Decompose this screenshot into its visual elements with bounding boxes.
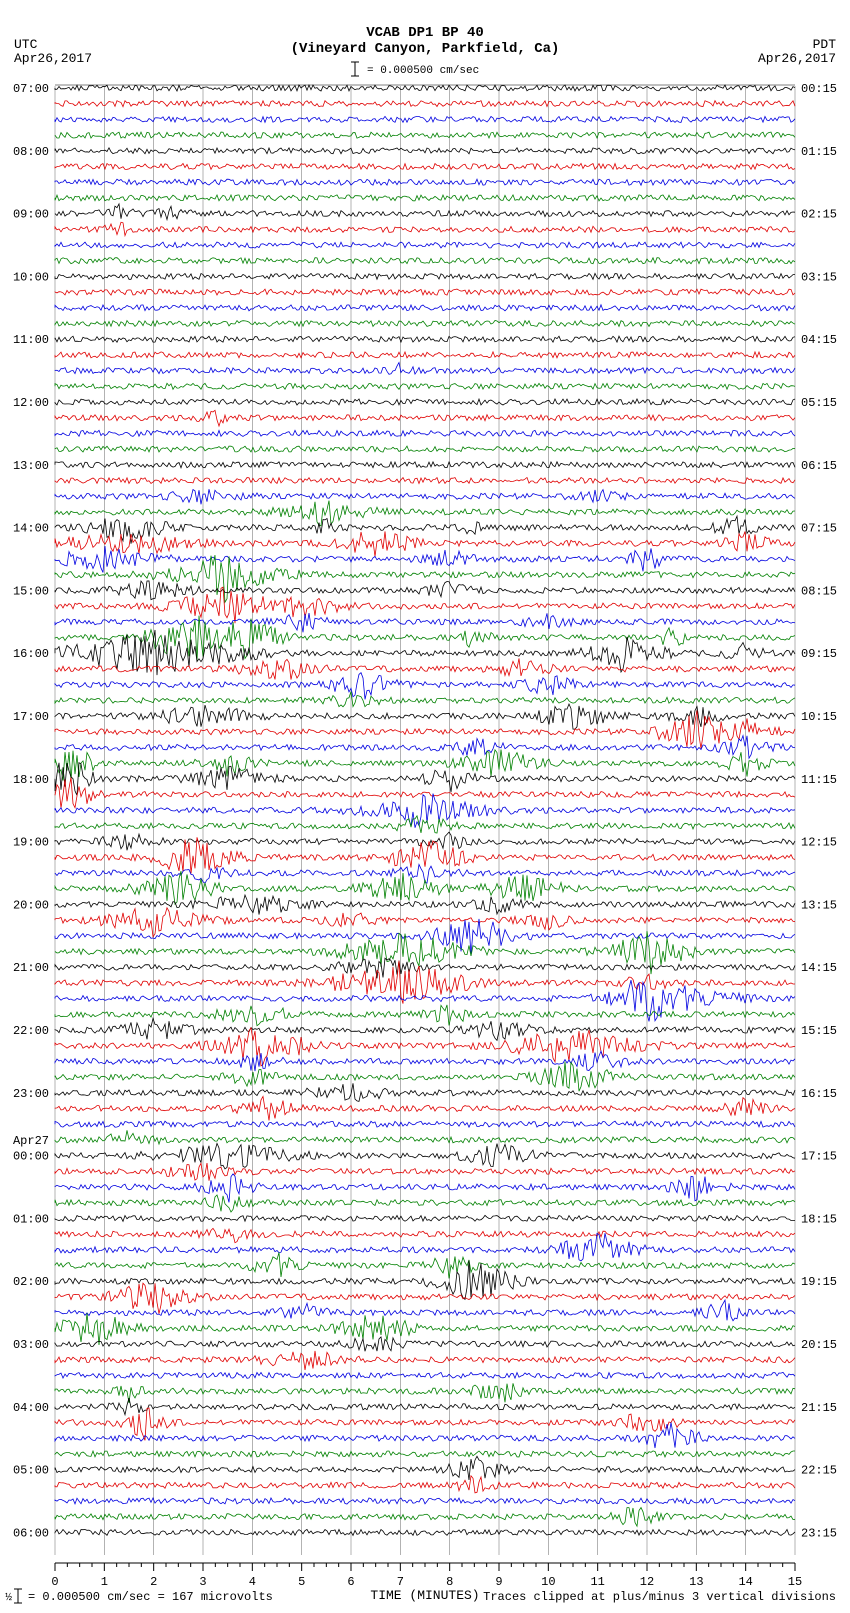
right-time: 23:15 [801,1526,837,1540]
left-time: 06:00 [13,1526,49,1540]
right-time: 17:15 [801,1150,837,1164]
right-time: 20:15 [801,1338,837,1352]
right-time: 12:15 [801,836,837,850]
left-time: 04:00 [13,1401,49,1415]
right-time: 07:15 [801,522,837,536]
right-time: 22:15 [801,1464,837,1478]
x-axis-label: TIME (MINUTES) [370,1588,479,1603]
left-time: 01:00 [13,1212,49,1226]
right-time: 03:15 [801,270,837,284]
location-subtitle: (Vineyard Canyon, Parkfield, Ca) [291,41,560,57]
x-tick: 2 [150,1575,157,1589]
right-time: 15:15 [801,1024,837,1038]
x-tick: 11 [590,1575,604,1589]
x-tick: 15 [788,1575,802,1589]
x-tick: 3 [199,1575,206,1589]
x-tick: 9 [495,1575,502,1589]
x-tick: 5 [298,1575,305,1589]
left-time: Apr27 [13,1134,49,1148]
right-time: 09:15 [801,647,837,661]
left-time: 21:00 [13,961,49,975]
left-time: 17:00 [13,710,49,724]
right-time: 08:15 [801,584,837,598]
right-time: 13:15 [801,898,837,912]
x-tick: 8 [446,1575,453,1589]
x-tick: 12 [640,1575,654,1589]
tz-right: PDT [813,37,837,52]
left-time: 22:00 [13,1024,49,1038]
x-tick: 14 [738,1575,752,1589]
left-time: 08:00 [13,145,49,159]
left-time: 14:00 [13,522,49,536]
right-time: 21:15 [801,1401,837,1415]
station-title: VCAB DP1 BP 40 [366,25,484,41]
left-time: 10:00 [13,270,49,284]
scale-label: = 0.000500 cm/sec [367,65,479,77]
left-time: 05:00 [13,1464,49,1478]
footer-right: Traces clipped at plus/minus 3 vertical … [483,1590,836,1604]
right-time: 19:15 [801,1275,837,1289]
left-time: 19:00 [13,836,49,850]
date-left: Apr26,2017 [14,51,92,66]
left-time: 15:00 [13,584,49,598]
svg-text:½: ½ [5,1592,12,1604]
left-time: 23:00 [13,1087,49,1101]
left-time: 07:00 [13,82,49,96]
date-right: Apr26,2017 [758,51,836,66]
right-time: 16:15 [801,1087,837,1101]
right-time: 01:15 [801,145,837,159]
left-time: 03:00 [13,1338,49,1352]
right-time: 10:15 [801,710,837,724]
x-tick: 7 [397,1575,404,1589]
right-time: 05:15 [801,396,837,410]
left-time: 18:00 [13,773,49,787]
left-time: 13:00 [13,459,49,473]
x-tick: 0 [51,1575,58,1589]
right-time: 04:15 [801,333,837,347]
x-tick: 10 [541,1575,555,1589]
right-time: 14:15 [801,961,837,975]
left-time: 00:00 [13,1150,49,1164]
left-time: 02:00 [13,1275,49,1289]
left-time: 20:00 [13,898,49,912]
right-time: 18:15 [801,1212,837,1226]
right-time: 00:15 [801,82,837,96]
right-time: 11:15 [801,773,837,787]
helicorder-plot: VCAB DP1 BP 40(Vineyard Canyon, Parkfiel… [0,0,850,1613]
left-time: 12:00 [13,396,49,410]
right-time: 06:15 [801,459,837,473]
left-time: 09:00 [13,208,49,222]
footer-left: = 0.000500 cm/sec = 167 microvolts [28,1590,273,1604]
right-time: 02:15 [801,208,837,222]
x-tick: 1 [101,1575,108,1589]
x-tick: 13 [689,1575,703,1589]
x-tick: 4 [249,1575,256,1589]
left-time: 16:00 [13,647,49,661]
left-time: 11:00 [13,333,49,347]
tz-left: UTC [14,37,38,52]
x-tick: 6 [347,1575,354,1589]
